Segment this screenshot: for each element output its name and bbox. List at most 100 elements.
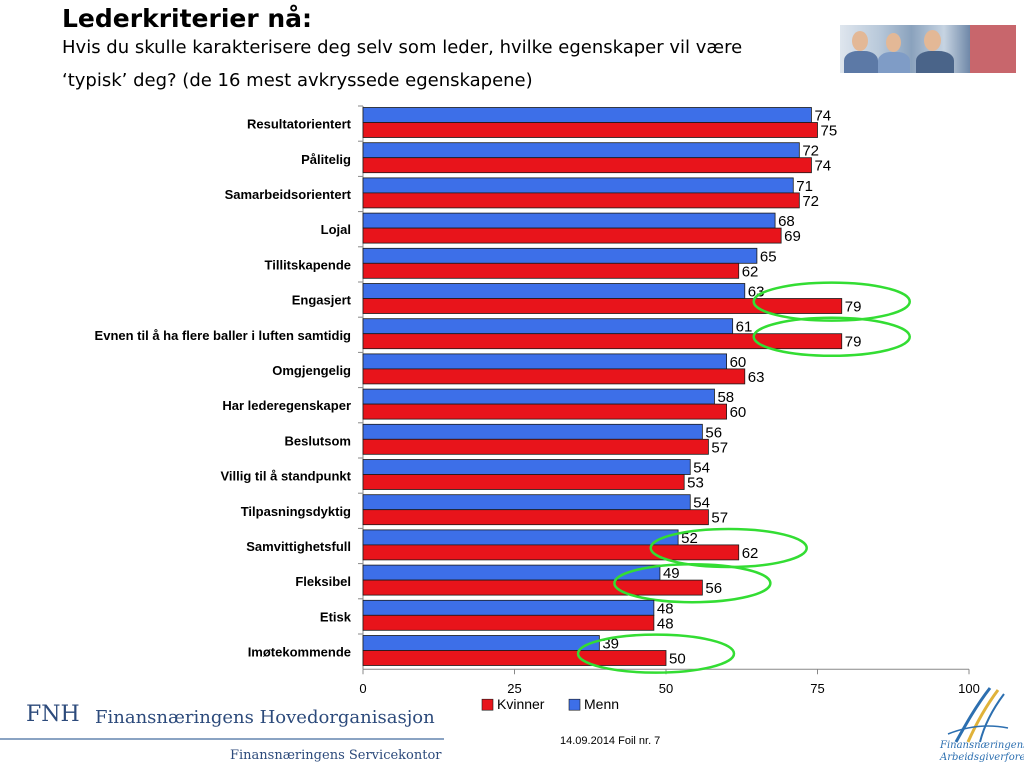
- data-label-kvinner: 72: [802, 193, 819, 210]
- data-label-menn: 63: [748, 284, 765, 301]
- bar-kvinner: [362, 157, 812, 174]
- slide-date-number: 14.09.2014 Foil nr. 7: [560, 735, 661, 747]
- data-label-menn: 71: [796, 178, 813, 195]
- bar-kvinner: [362, 192, 800, 209]
- service-office: Finansnæringens Servicekontor: [230, 748, 442, 763]
- highlight-ellipse: [613, 562, 772, 604]
- category-label: Tillitskapende: [265, 257, 351, 272]
- data-label-menn: 74: [814, 108, 831, 125]
- bar-kvinner: [362, 262, 740, 279]
- bar-menn: [362, 212, 776, 229]
- data-label-kvinner: 57: [711, 510, 728, 527]
- x-tick-label: 100: [958, 681, 980, 696]
- data-label-kvinner: 63: [748, 369, 765, 386]
- data-label-menn: 72: [802, 143, 819, 160]
- bar-kvinner: [362, 298, 843, 314]
- data-label-menn: 68: [778, 213, 795, 230]
- category-label: Omgjengelig: [272, 363, 351, 378]
- data-label-kvinner: 62: [742, 545, 759, 562]
- fa-logo-icon: [947, 687, 1009, 743]
- bar-kvinner: [362, 614, 655, 631]
- bar-menn: [362, 177, 794, 194]
- bar-menn: [362, 564, 661, 581]
- bar-kvinner: [362, 333, 843, 350]
- category-label: Imøtekommende: [248, 645, 351, 660]
- data-label-kvinner: 69: [784, 228, 801, 245]
- bar-kvinner: [362, 509, 709, 526]
- slide-subtitle-line1: Hvis du skulle karakterisere deg selv so…: [62, 37, 743, 58]
- x-tick-label: 50: [659, 681, 673, 696]
- highlight-ellipse: [576, 633, 736, 674]
- data-label-menn: 60: [730, 354, 747, 371]
- bar-kvinner: [362, 368, 746, 385]
- bar-menn: [362, 142, 800, 159]
- category-label: Pålitelig: [301, 152, 351, 167]
- bar-menn: [362, 635, 600, 651]
- bar-menn: [362, 459, 691, 475]
- data-label-menn: 52: [681, 530, 698, 547]
- fa-logo-line2: Arbeidsgiverforening: [940, 752, 1024, 763]
- category-label: Evnen til å ha flere baller i luften sam…: [95, 328, 352, 343]
- bar-kvinner: [362, 403, 728, 420]
- bar-menn: [362, 283, 746, 299]
- category-label: Har lederegenskaper: [222, 398, 351, 413]
- x-tick-label: 25: [507, 681, 521, 696]
- bar-kvinner: [362, 579, 703, 596]
- bar-menn: [362, 107, 812, 123]
- data-label-kvinner: 50: [669, 651, 686, 668]
- fa-logo-text: Finansnæringens Arbeidsgiverforening: [940, 740, 1024, 764]
- data-label-menn: 54: [693, 495, 710, 512]
- footer-divider: [0, 738, 444, 740]
- bar-kvinner: [362, 650, 667, 666]
- data-label-kvinner: 57: [711, 439, 728, 456]
- legend-label: Menn: [584, 696, 619, 712]
- data-label-menn: 54: [693, 460, 710, 477]
- data-label-kvinner: 74: [814, 158, 831, 175]
- highlight-ellipse: [752, 316, 911, 358]
- x-tick-label: 75: [810, 681, 824, 696]
- category-label: Beslutsom: [285, 433, 351, 448]
- slide-subtitle-line2: ‘typisk’ deg? (de 16 mest avkryssede ege…: [62, 70, 533, 91]
- bar-menn: [362, 494, 691, 511]
- bar-menn: [362, 388, 715, 405]
- category-label: Samarbeidsorientert: [225, 187, 352, 202]
- data-label-kvinner: 79: [845, 299, 862, 316]
- data-label-menn: 48: [657, 600, 674, 617]
- data-label-menn: 49: [663, 565, 680, 582]
- data-label-kvinner: 75: [821, 123, 838, 140]
- data-label-kvinner: 53: [687, 475, 704, 492]
- bar-kvinner: [362, 227, 782, 244]
- data-label-kvinner: 62: [742, 263, 759, 280]
- bar-kvinner: [362, 438, 709, 455]
- data-label-menn: 61: [736, 319, 753, 336]
- header-photo: [840, 25, 970, 73]
- category-label: Etisk: [320, 609, 352, 624]
- category-label: Samvittighetsfull: [246, 539, 351, 554]
- bar-menn: [362, 423, 703, 440]
- legend-swatch: [481, 698, 494, 711]
- bar-menn: [362, 599, 655, 616]
- data-label-kvinner: 48: [657, 615, 674, 632]
- bar-menn: [362, 318, 734, 335]
- org-name: Finansnæringens Hovedorganisasjon: [95, 707, 435, 728]
- category-label: Resultatorientert: [247, 117, 352, 132]
- data-label-menn: 65: [760, 248, 777, 265]
- legend-swatch: [568, 698, 581, 711]
- legend-label: Kvinner: [497, 696, 545, 712]
- bar-kvinner: [362, 122, 818, 138]
- data-label-menn: 58: [717, 389, 734, 406]
- highlight-ellipse: [752, 281, 911, 322]
- category-label: Fleksibel: [295, 574, 351, 589]
- data-label-kvinner: 56: [705, 580, 722, 597]
- bar-menn: [362, 529, 679, 546]
- x-tick-label: 0: [359, 681, 366, 696]
- data-label-menn: 56: [705, 424, 722, 441]
- bar-menn: [362, 247, 758, 264]
- category-label: Engasjert: [292, 293, 352, 308]
- bar-kvinner: [362, 474, 685, 490]
- fnh-logo: FNH: [26, 702, 80, 727]
- bar-menn: [362, 353, 728, 370]
- bar-kvinner: [362, 544, 740, 561]
- category-label: Tilpasningsdyktig: [241, 504, 351, 519]
